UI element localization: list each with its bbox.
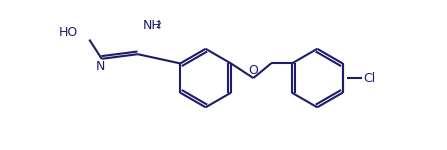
Text: NH: NH — [143, 19, 162, 32]
Text: HO: HO — [59, 26, 78, 39]
Text: N: N — [96, 60, 105, 73]
Text: 2: 2 — [156, 21, 161, 30]
Text: Cl: Cl — [363, 72, 375, 85]
Text: O: O — [249, 63, 258, 76]
